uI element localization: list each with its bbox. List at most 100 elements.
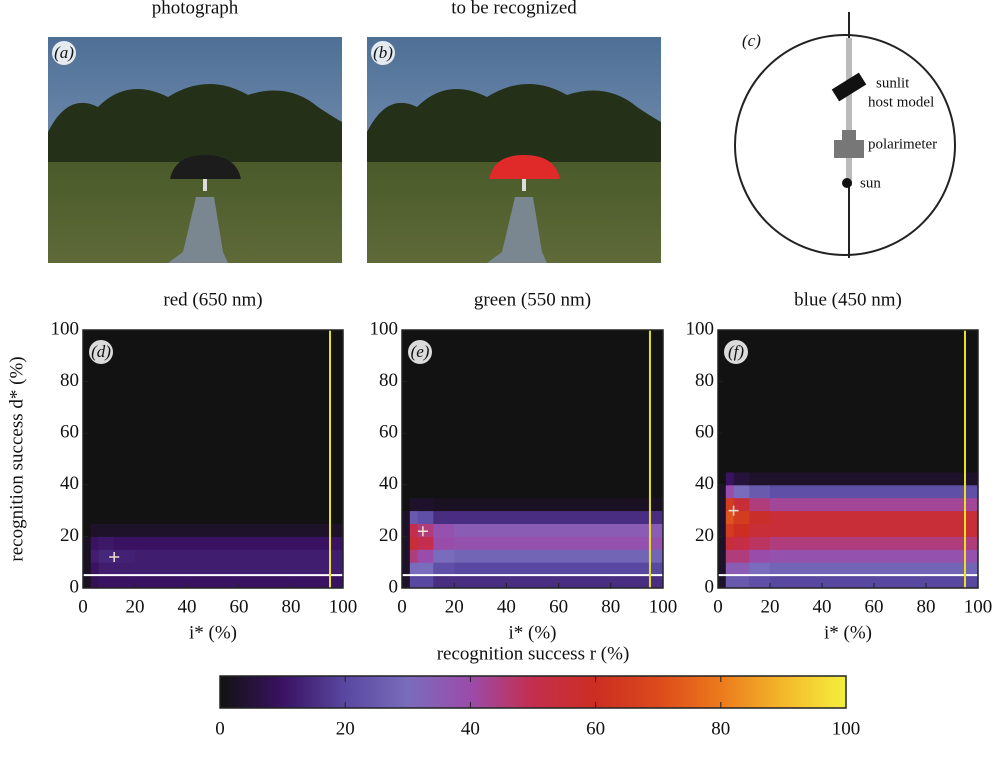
x-tick-label: 0 <box>397 596 407 617</box>
heatmap-cell <box>418 549 434 562</box>
x-tick-label: 20 <box>761 596 780 617</box>
heatmap-cell <box>718 536 726 549</box>
heatmap-cell <box>418 472 434 485</box>
heatmap-cell <box>91 524 99 537</box>
colorbar-title: recognition success r (%) <box>437 643 630 664</box>
heatmap-cell <box>734 562 750 575</box>
heatmap-cell <box>114 472 135 485</box>
heatmap-cell <box>91 549 99 562</box>
x-tick-label: 20 <box>445 596 464 617</box>
heatmap-cell <box>114 498 135 511</box>
heatmap-cell <box>114 562 135 575</box>
heatmap-cell <box>99 524 115 537</box>
heatmap-cell <box>114 524 135 537</box>
heatmap-cell <box>718 524 726 537</box>
x-tick-label: 40 <box>813 596 832 617</box>
heatmap-cell <box>749 536 770 549</box>
y-tick-label: 80 <box>695 370 714 391</box>
heatmap-cell <box>410 485 418 498</box>
heatmap-cell <box>410 575 418 588</box>
figure: (c) sunlit host model polarimeter sun (a… <box>0 0 1004 766</box>
panel-label: (a) <box>54 43 74 62</box>
heatmap-cell <box>433 549 454 562</box>
heatmap-cell <box>83 575 91 588</box>
chart-title: blue (450 nm) <box>794 289 902 310</box>
heatmap-cell <box>99 575 115 588</box>
heatmap-cell <box>114 549 135 562</box>
photo-stand <box>522 179 526 191</box>
x-tick-label: 100 <box>649 596 678 617</box>
heatmap-cell <box>770 549 979 562</box>
panel-label: (d) <box>91 342 111 361</box>
heatmap-cell <box>410 511 418 524</box>
heatmap-cell <box>402 575 410 588</box>
heatmap-cell <box>726 485 734 498</box>
heatmap-cell <box>734 524 750 537</box>
heatmap-cell <box>135 472 344 485</box>
y-tick-label: 20 <box>695 525 714 546</box>
x-tick-label: 20 <box>126 596 145 617</box>
y-tick-label: 20 <box>60 525 79 546</box>
heatmap-cell <box>749 498 770 511</box>
heatmap-cell <box>99 511 115 524</box>
x-tick-label: 80 <box>601 596 620 617</box>
heatmap-cell <box>99 536 115 549</box>
y-tick-label: 40 <box>379 473 398 494</box>
heatmap-cell <box>402 472 410 485</box>
heatmap-cell <box>410 524 418 537</box>
chart-title: red (650 nm) <box>163 289 262 310</box>
heatmap-cell <box>418 536 434 549</box>
heatmap-cell <box>135 562 344 575</box>
heatmap-cell <box>770 472 979 485</box>
heatmap-cell <box>114 536 135 549</box>
heatmap-cell <box>454 472 663 485</box>
heatmap-cell <box>402 511 410 524</box>
heatmap-cell <box>402 562 410 575</box>
x-tick-label: 60 <box>865 596 884 617</box>
x-tick-label: 80 <box>917 596 936 617</box>
y-tick-label: 40 <box>60 473 79 494</box>
x-tick-label: 0 <box>78 596 88 617</box>
heatmap-cell <box>749 472 770 485</box>
x-tick-label: 40 <box>497 596 516 617</box>
heatmap-cell <box>454 562 663 575</box>
panel-label: (e) <box>411 342 430 361</box>
heatmap-cell <box>433 485 454 498</box>
heatmap-cell <box>99 498 115 511</box>
x-tick-label: 60 <box>549 596 568 617</box>
heatmap-cell <box>114 575 135 588</box>
panel-label: (c) <box>742 31 761 50</box>
photo-title: to be recognized <box>451 0 577 18</box>
heatmap-cell <box>91 498 99 511</box>
heatmap-cell <box>433 511 454 524</box>
heatmap-cell <box>135 549 344 562</box>
heatmap-cell <box>91 472 99 485</box>
heatmap-cell <box>83 511 91 524</box>
heatmap-cell <box>99 472 115 485</box>
heatmap-cell <box>433 524 454 537</box>
heatmap-cell <box>135 485 344 498</box>
heatmap-cell <box>734 498 750 511</box>
y-tick-label: 0 <box>70 576 80 597</box>
x-tick-label: 80 <box>282 596 301 617</box>
diagram-text: sun <box>860 175 881 191</box>
panel-label: (f) <box>728 342 744 361</box>
heatmap-cell <box>454 549 663 562</box>
heatmap-cell <box>99 549 115 562</box>
heatmap-cell <box>418 562 434 575</box>
heatmap-cell <box>454 498 663 511</box>
heatmap-cell <box>770 524 979 537</box>
heatmap-cell <box>749 562 770 575</box>
y-tick-label: 20 <box>379 525 398 546</box>
heatmap-cell <box>718 549 726 562</box>
y-tick-label: 60 <box>695 422 714 443</box>
x-tick-label: 40 <box>178 596 197 617</box>
y-tick-label: 100 <box>51 318 80 339</box>
heatmap-cell <box>433 575 454 588</box>
y-tick-label: 40 <box>695 473 714 494</box>
x-tick-label: 100 <box>964 596 993 617</box>
heatmap-cell <box>749 575 770 588</box>
y-tick-label: 0 <box>389 576 399 597</box>
y-tick-label: 60 <box>379 422 398 443</box>
heatmap-cell <box>734 485 750 498</box>
